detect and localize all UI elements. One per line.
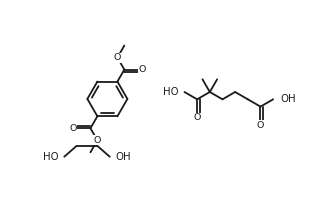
Text: O: O [69,124,76,133]
Text: HO: HO [163,87,178,97]
Text: O: O [94,136,101,145]
Text: O: O [114,53,121,62]
Text: O: O [139,65,146,74]
Text: OH: OH [115,152,131,162]
Text: O: O [193,113,201,122]
Text: O: O [257,121,264,130]
Text: HO: HO [43,152,59,162]
Text: OH: OH [280,94,296,104]
